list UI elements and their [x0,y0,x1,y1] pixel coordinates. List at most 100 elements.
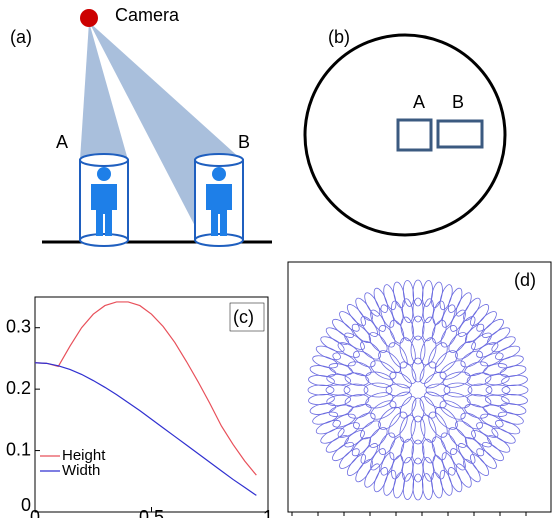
petal [391,455,404,480]
petal [400,316,414,342]
panel-a: (a) Camera A B [10,5,272,247]
view-beam [80,22,128,160]
petal [383,469,397,496]
petal [378,325,396,348]
panel-b: (b) A B [303,27,507,237]
petal [457,443,476,464]
petal [460,350,483,368]
person-label: A [56,132,68,152]
legend-label: Width [62,462,100,479]
petal [412,457,424,483]
petal [464,323,485,344]
petal [388,342,408,369]
petal [400,438,414,464]
petal [337,422,360,438]
petal [420,337,437,366]
petal [412,279,424,307]
petal [312,355,339,369]
petal [365,371,394,388]
petal [412,473,424,501]
petal [455,463,472,488]
petal [432,300,445,325]
petal [448,427,468,448]
box-label: A [413,92,425,112]
petal [360,340,381,360]
petal [466,372,492,386]
petal [411,315,425,341]
panel-label: (d) [514,270,536,290]
petal [434,350,458,374]
petal [344,332,365,351]
person [79,153,129,247]
petal [378,406,402,430]
petal [425,383,451,397]
petal [363,382,393,398]
petal [355,297,373,321]
petal [351,436,372,457]
petal [419,361,437,384]
petal [501,374,528,387]
petal [399,337,416,366]
petal [328,404,353,417]
petal [439,284,453,311]
petal [344,372,370,386]
petal [383,284,397,311]
petal [380,452,395,476]
y-tick-label: 0 [21,495,31,515]
box [436,119,484,149]
petal [393,281,405,309]
petal [491,336,516,353]
petal [470,454,490,476]
petal [315,345,341,361]
petal [491,427,516,444]
petal [388,411,408,438]
petal [346,304,366,326]
frame [287,261,552,513]
petal [495,419,521,435]
petal [485,394,510,407]
petal [441,304,456,328]
y-tick-label: 0.2 [6,378,31,398]
petal [485,373,510,386]
petal [370,448,386,471]
petal [326,394,351,407]
panel-d: (d) [287,261,552,516]
petal [353,350,376,368]
petal [476,448,497,469]
x-tick-label: 0.5 [139,507,164,518]
petal [482,442,504,462]
petal [393,471,405,499]
panel-label: (a) [10,27,32,47]
petal [487,435,511,453]
petal [471,332,492,351]
petal [308,393,335,406]
petal [439,360,466,380]
petal [402,473,415,500]
petal [370,400,397,420]
petal [320,427,345,444]
petal [332,352,356,367]
x-tick-label: 1 [263,507,273,518]
petal [332,442,354,462]
petal [431,436,447,461]
petal [368,427,388,448]
petal [421,280,434,307]
panel-label: (b) [328,27,350,47]
petal [347,361,372,377]
petal [401,298,414,323]
petal [428,342,448,369]
petal [351,323,372,344]
petal [460,412,483,430]
petal [455,340,476,360]
series-line [34,362,257,496]
petal [470,304,490,326]
label-box [229,302,265,332]
petal [442,371,471,388]
petal [448,332,468,353]
petal [332,413,356,428]
legend-label: Height [62,447,106,464]
petal [447,467,463,493]
petal [326,373,351,386]
petal [389,436,405,461]
image-circle [303,33,507,237]
